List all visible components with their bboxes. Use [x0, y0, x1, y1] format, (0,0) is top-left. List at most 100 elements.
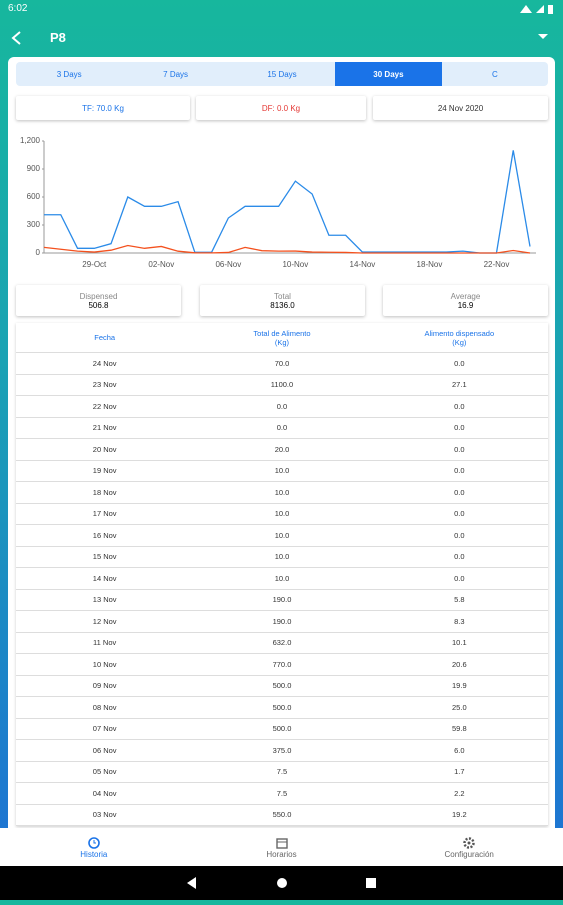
tab[interactable]: 30 Days: [335, 62, 442, 86]
table-row: 19 Nov 10.0 0.0: [16, 461, 548, 482]
cell: 10.0: [274, 530, 290, 540]
table-row: 16 Nov 10.0 0.0: [16, 525, 548, 547]
cell: 8.3: [454, 616, 465, 626]
table-row: 20 Nov 20.0 0.0: [16, 439, 548, 461]
cell: 10.0: [274, 509, 290, 519]
cell: 10.0: [274, 487, 290, 497]
cell: 17 Nov: [92, 509, 117, 519]
cell: 0.0: [454, 552, 465, 562]
cell: 04 Nov: [92, 788, 117, 798]
cell: 11 Nov: [93, 638, 117, 648]
cell: 550.0: [272, 810, 292, 820]
stat-label: Total: [274, 291, 291, 301]
stat-label: Average: [450, 291, 481, 301]
tab[interactable]: 7 Days: [163, 69, 189, 79]
cell: 0.0: [454, 573, 465, 583]
x-tick-label: 18-Nov: [417, 260, 443, 269]
tab[interactable]: C: [491, 69, 498, 79]
table-row: 24 Nov 70.0 0.0: [16, 353, 548, 375]
cell: 24 Nov: [92, 358, 117, 368]
cell: 22 Nov: [92, 401, 117, 411]
table-row: 06 Nov 375.0 6.0: [16, 740, 548, 762]
cell: 0.0: [276, 423, 288, 433]
y-tick-label: 600: [27, 192, 41, 201]
cell: 13 Nov: [92, 595, 117, 605]
back-button[interactable]: [10, 30, 24, 46]
system-nav: [0, 866, 563, 900]
cell: 190.0: [272, 595, 292, 605]
tab[interactable]: 3 Days: [56, 69, 82, 79]
x-tick-label: 14-Nov: [350, 260, 376, 269]
icon: [275, 837, 288, 849]
x-tick-label: 10-Nov: [282, 260, 308, 269]
cell: 19 Nov: [92, 466, 117, 476]
date-box: 24 Nov 2020: [373, 96, 548, 120]
nav-label: Historia: [80, 849, 108, 859]
y-tick-label: 1,200: [20, 136, 41, 145]
series-line: [43, 244, 531, 254]
y-tick-label: 900: [27, 164, 41, 173]
series-line: [44, 150, 531, 254]
stat-value: 8136.0: [270, 300, 295, 310]
cell: 19.2: [452, 810, 467, 820]
header-cell: Alimento dispensado (Kg): [424, 328, 495, 347]
tab[interactable]: 15 Days: [267, 69, 297, 79]
cell: 1.7: [454, 767, 465, 777]
cell: 0.0: [454, 423, 465, 433]
cell: 05 Nov: [92, 767, 117, 777]
dropdown[interactable]: [538, 34, 548, 40]
cell: 12 Nov: [92, 616, 117, 626]
table-row: 03 Nov 550.0 19.2: [16, 805, 548, 826]
status-icons: [520, 5, 553, 14]
stat-average: Average 16.9: [383, 285, 548, 316]
cell: 0.0: [454, 444, 465, 454]
table-row: 11 Nov 632.0 10.1: [16, 633, 548, 654]
cell: 20.6: [452, 659, 467, 669]
cell: 14 Nov: [92, 573, 117, 583]
nav-historia[interactable]: Historia: [0, 828, 188, 866]
cell: 632.0: [272, 638, 292, 648]
cell: 16 Nov: [92, 530, 117, 540]
stat-total: Total 8136.0: [200, 285, 365, 316]
cell: 18 Nov: [92, 487, 117, 497]
stat-label: Dispensed: [79, 291, 118, 301]
cell: 0.0: [454, 530, 465, 540]
table-row: 04 Nov 7.5 2.2: [16, 783, 548, 805]
cell: 6.0: [454, 745, 465, 755]
stat-value: 506.8: [88, 300, 109, 310]
df-box: DF: 0.0 Kg: [196, 96, 366, 120]
table-row: 12 Nov 190.0 8.3: [16, 611, 548, 633]
x-tick-label: 02-Nov: [148, 260, 174, 269]
cell: 08 Nov: [92, 702, 117, 712]
app-title: P8: [50, 30, 66, 45]
stat-dispensed: Dispensed 506.8: [16, 285, 181, 316]
cell: 0.0: [454, 487, 465, 497]
system-buttons: [187, 877, 376, 889]
cell: 10 Nov: [92, 659, 117, 669]
nav-label: Configuración: [444, 849, 494, 859]
nav-horarios[interactable]: Horarios: [188, 828, 376, 866]
cell: 7.5: [276, 788, 288, 798]
table-row: 05 Nov 7.5 1.7: [16, 762, 548, 783]
cell: 375.0: [272, 745, 292, 755]
cell: 19.9: [452, 681, 467, 691]
y-tick-label: 300: [27, 220, 41, 229]
nav-config[interactable]: Configuración: [375, 828, 563, 866]
table: Fecha Total de Alimento (Kg) Alimento disp…: [16, 323, 548, 826]
tabs: 3 Days 7 Days 15 Days 30 Days C: [16, 62, 548, 86]
table-row: 10 Nov 770.0 20.6: [16, 654, 548, 676]
cell: 03 Nov: [92, 810, 117, 820]
cell: 27.1: [452, 380, 467, 390]
chart: 0 300 600 900 1,200 29-Oct 02-Nov 06-Nov 10-Nov 1…: [20, 136, 536, 269]
icon: [463, 836, 475, 849]
header-cell: Total de Alimento (Kg): [253, 328, 311, 347]
cell: 10.1: [452, 638, 467, 648]
y-tick-label: 0: [36, 248, 41, 257]
cell: 0.0: [454, 358, 465, 368]
cell: 20.0: [274, 444, 290, 454]
cell: 07 Nov: [92, 724, 117, 734]
cell: 500.0: [272, 681, 292, 691]
cell: 25.0: [452, 702, 467, 712]
table-row: 09 Nov 500.0 19.9: [16, 676, 548, 697]
